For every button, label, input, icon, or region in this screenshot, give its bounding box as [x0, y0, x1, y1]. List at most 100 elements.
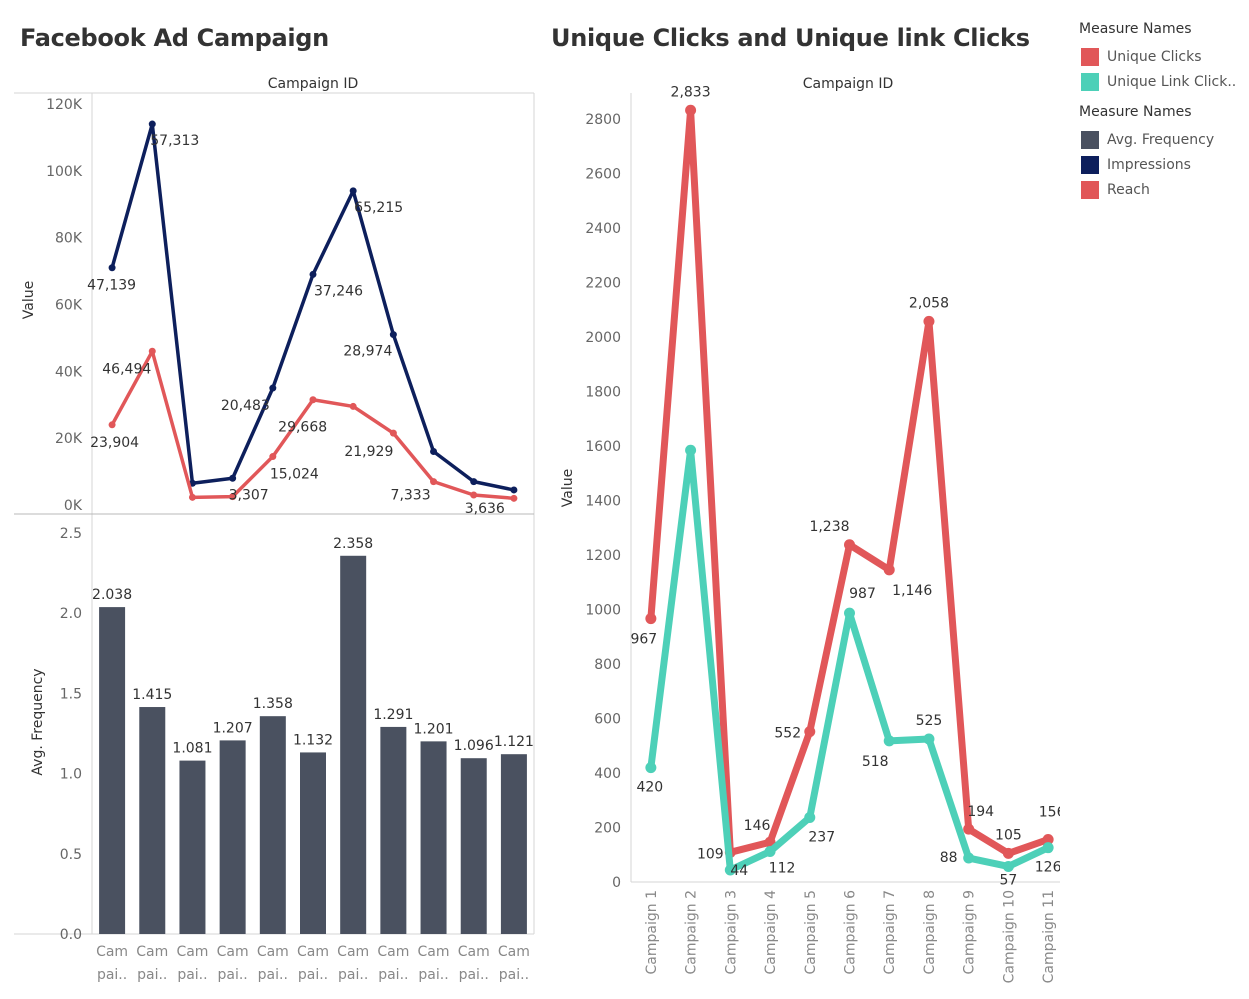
- impressions-point: [108, 264, 116, 272]
- impressions-point: [430, 448, 438, 456]
- bar-data-label: 1.096: [454, 738, 494, 754]
- legend-label: Unique Clicks: [1107, 48, 1202, 65]
- legend-label: Reach: [1107, 181, 1150, 198]
- unique-clicks-data-label: 156: [1039, 805, 1060, 821]
- x-tick-label: Campaign 2: [684, 890, 700, 974]
- legend: Measure Names Unique Clicks Unique Link …: [1079, 20, 1244, 202]
- legend-swatch: [1081, 72, 1099, 91]
- unique-clicks-point: [1002, 847, 1014, 859]
- x-tick-label: Cam: [297, 944, 329, 960]
- unique-clicks-point: [963, 823, 975, 835]
- panel-frame: [630, 93, 1060, 883]
- y-tick-label: 800: [594, 657, 621, 673]
- x-tick-label: pai..: [338, 967, 368, 983]
- impressions-point: [349, 187, 357, 195]
- y-tick-label: 0K: [64, 498, 83, 514]
- impressions-point: [148, 120, 156, 128]
- avg-frequency-bar: [99, 607, 126, 934]
- x-tick-label: Cam: [498, 944, 530, 960]
- y-tick-label: 200: [594, 821, 621, 837]
- reach-data-label: 3,307: [229, 488, 269, 504]
- avg-frequency-bar: [219, 740, 246, 934]
- impressions-point: [470, 478, 478, 486]
- unique-link-clicks-data-label: 126: [1035, 860, 1060, 876]
- x-tick-label: pai..: [499, 967, 529, 983]
- y-tick-label: 400: [594, 766, 621, 782]
- y-tick-label: 2.0: [60, 606, 82, 622]
- y-tick-label: 1.5: [60, 686, 82, 702]
- impressions-data-label: 47,139: [87, 278, 136, 294]
- y-tick-label: 600: [594, 712, 621, 728]
- impressions-data-label: 65,215: [354, 200, 403, 216]
- avg-frequency-bar: [139, 707, 166, 934]
- unique-link-clicks-point: [963, 852, 975, 864]
- y-tick-label: 2800: [585, 112, 621, 128]
- impressions-data-label: 57,313: [150, 133, 199, 149]
- y-tick-label: 2000: [585, 330, 621, 346]
- impressions-point: [389, 331, 397, 339]
- campaign-x-axis: Cam pai.. Cam pai.. Cam pai.. Cam pai.. Cam pai..…: [96, 944, 530, 983]
- legend-item-unique-link-clicks[interactable]: Unique Link Click..: [1079, 69, 1244, 94]
- unique-clicks-chart: Campaign ID Value 0 200 400 600 800 1000 1200 1…: [560, 76, 1060, 983]
- avg-frequency-bar: [340, 555, 367, 934]
- reach-data-label: 7,333: [391, 488, 431, 504]
- reach-data-label: 15,024: [270, 467, 319, 483]
- unique-clicks-data-label: 1,238: [809, 519, 849, 535]
- unique-clicks-data-label: 552: [774, 726, 801, 742]
- y-tick-label: 2.5: [60, 526, 82, 542]
- reach-point: [148, 347, 156, 355]
- legend-item-impressions[interactable]: Impressions: [1079, 152, 1244, 177]
- value-y-axis: 0 200 400 600 800 1000 1200 1400 1600 1800 2000 220…: [585, 112, 621, 891]
- campaign-id-header: Campaign ID: [803, 76, 893, 92]
- x-tick-label: Campaign 3: [723, 890, 739, 974]
- legend-item-avg-frequency[interactable]: Avg. Frequency: [1079, 127, 1244, 152]
- campaign-x-axis: Campaign 1 Campaign 2 Campaign 3 Campaign 4…: [644, 890, 1057, 983]
- x-tick-label: Campaign 4: [763, 890, 779, 975]
- avg-frequency-y-axis: 0.0 0.5 1.0 1.5 2.0 2.5: [60, 526, 82, 943]
- bar-data-label: 1.201: [413, 721, 453, 737]
- unique-link-clicks-point: [724, 864, 736, 876]
- unique-link-clicks-data-label: 88: [940, 850, 958, 866]
- bar-data-label: 1.207: [213, 720, 253, 736]
- y-tick-label: 0: [612, 875, 621, 891]
- y-tick-label: 20K: [55, 431, 83, 447]
- unique-clicks-point: [1042, 834, 1054, 846]
- y-tick-label: 60K: [55, 298, 83, 314]
- unique-clicks-data-label: 146: [744, 818, 771, 834]
- x-tick-label: Campaign 8: [922, 890, 938, 974]
- unique-link-clicks-point: [685, 444, 697, 456]
- unique-clicks-data-label: 1,146: [892, 583, 932, 599]
- x-tick-label: Cam: [418, 944, 450, 960]
- unique-link-clicks-data-label: 518: [862, 754, 889, 770]
- bar-data-label: 1.415: [132, 687, 172, 703]
- x-tick-label: Cam: [458, 944, 490, 960]
- y-tick-label: 120K: [46, 97, 83, 113]
- avg-frequency-bar: [300, 752, 326, 934]
- unique-link-clicks-point: [645, 762, 657, 774]
- y-tick-label: 100K: [46, 164, 83, 180]
- reach-point: [229, 493, 237, 501]
- bar-data-label: 1.358: [253, 696, 293, 712]
- x-tick-label: Cam: [377, 944, 409, 960]
- unique-link-clicks-data-label: 987: [849, 586, 876, 602]
- unique-clicks-point: [645, 613, 657, 625]
- reach-point: [269, 453, 277, 461]
- x-tick-label: pai..: [378, 967, 408, 983]
- unique-link-clicks-data-label: 57: [999, 872, 1017, 888]
- unique-link-clicks-data-label: 525: [916, 713, 943, 729]
- legend-item-reach[interactable]: Reach: [1079, 177, 1244, 202]
- campaign-id-header: Campaign ID: [268, 76, 358, 92]
- impressions-point: [269, 384, 277, 392]
- x-tick-label: pai..: [459, 967, 489, 983]
- unique-clicks-data-label: 2,058: [909, 295, 949, 311]
- reach-point: [389, 429, 397, 437]
- unique-clicks-data-label: 194: [967, 804, 994, 820]
- bar-data-label: 1.291: [373, 707, 413, 723]
- unique-link-clicks-data-label: 112: [769, 860, 796, 876]
- unique-clicks-data-label: 967: [630, 632, 657, 648]
- unique-clicks-point: [844, 539, 855, 551]
- legend-item-unique-clicks[interactable]: Unique Clicks: [1079, 44, 1244, 69]
- bar-data-label: 1.121: [494, 734, 534, 750]
